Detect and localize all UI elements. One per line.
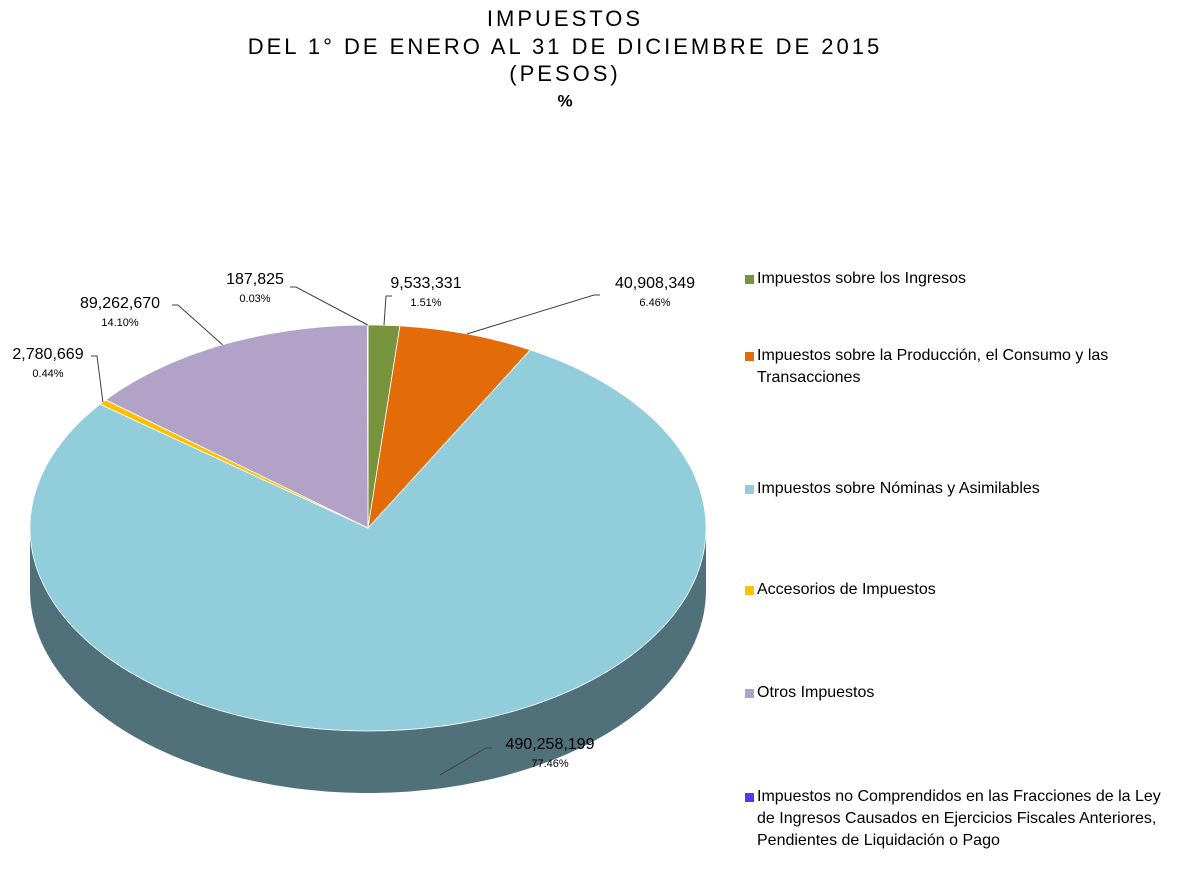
legend-label: Impuestos sobre Nóminas y Asimilables — [757, 480, 1040, 497]
legend-swatch — [745, 689, 754, 698]
leader-line — [172, 304, 223, 346]
data-label-percent: 0.44% — [32, 368, 63, 380]
data-label-percent: 77.46% — [531, 758, 569, 770]
chart-title: IMPUESTOS — [487, 6, 643, 31]
slice-side — [30, 528, 706, 793]
leader-line — [91, 355, 104, 403]
slice — [29, 349, 707, 732]
data-label: 2,780,669 — [12, 346, 83, 363]
data-label-percent: 0.03% — [239, 293, 270, 305]
legend-label: Impuestos sobre la Producción, el Consum… — [757, 347, 1109, 386]
data-label: 490,258,199 — [506, 736, 595, 753]
legend-item: Impuestos sobre los Ingresos — [745, 268, 1175, 290]
legend-swatch — [745, 485, 754, 494]
legend-item: Otros Impuestos — [745, 682, 1175, 704]
legend-label: Impuestos no Comprendidos en las Fraccio… — [757, 788, 1161, 849]
legend-item: Impuestos sobre Nóminas y Asimilables — [745, 478, 1175, 500]
leader-line — [466, 294, 600, 335]
data-label: 187,825 — [226, 271, 284, 288]
leader-line — [439, 747, 492, 776]
legend-item: Impuestos no Comprendidos en las Fraccio… — [745, 786, 1175, 852]
legend-swatch — [745, 352, 754, 361]
legend-swatch — [745, 793, 754, 802]
legend-label: Accesorios de Impuestos — [757, 581, 936, 598]
data-label: 9,533,331 — [390, 275, 461, 292]
legend-swatch — [745, 275, 754, 284]
chart-title: % — [557, 91, 572, 110]
legend-swatch — [745, 586, 754, 595]
data-label: 40,908,349 — [615, 275, 695, 292]
data-label-percent: 6.46% — [639, 297, 670, 309]
legend-item: Accesorios de Impuestos — [745, 579, 1175, 601]
chart-title: (PESOS) — [509, 61, 620, 86]
legend-item: Impuestos sobre la Producción, el Consum… — [745, 345, 1175, 389]
data-label: 89,262,670 — [80, 295, 160, 312]
leader-line — [290, 286, 368, 326]
leader-line — [383, 295, 392, 326]
data-label-percent: 1.51% — [410, 297, 441, 309]
legend-label: Impuestos sobre los Ingresos — [757, 270, 966, 287]
chart-title: DEL 1° DE ENERO AL 31 DE DICIEMBRE DE 20… — [248, 34, 882, 59]
data-label-percent: 14.10% — [101, 317, 139, 329]
legend-label: Otros Impuestos — [757, 684, 875, 701]
